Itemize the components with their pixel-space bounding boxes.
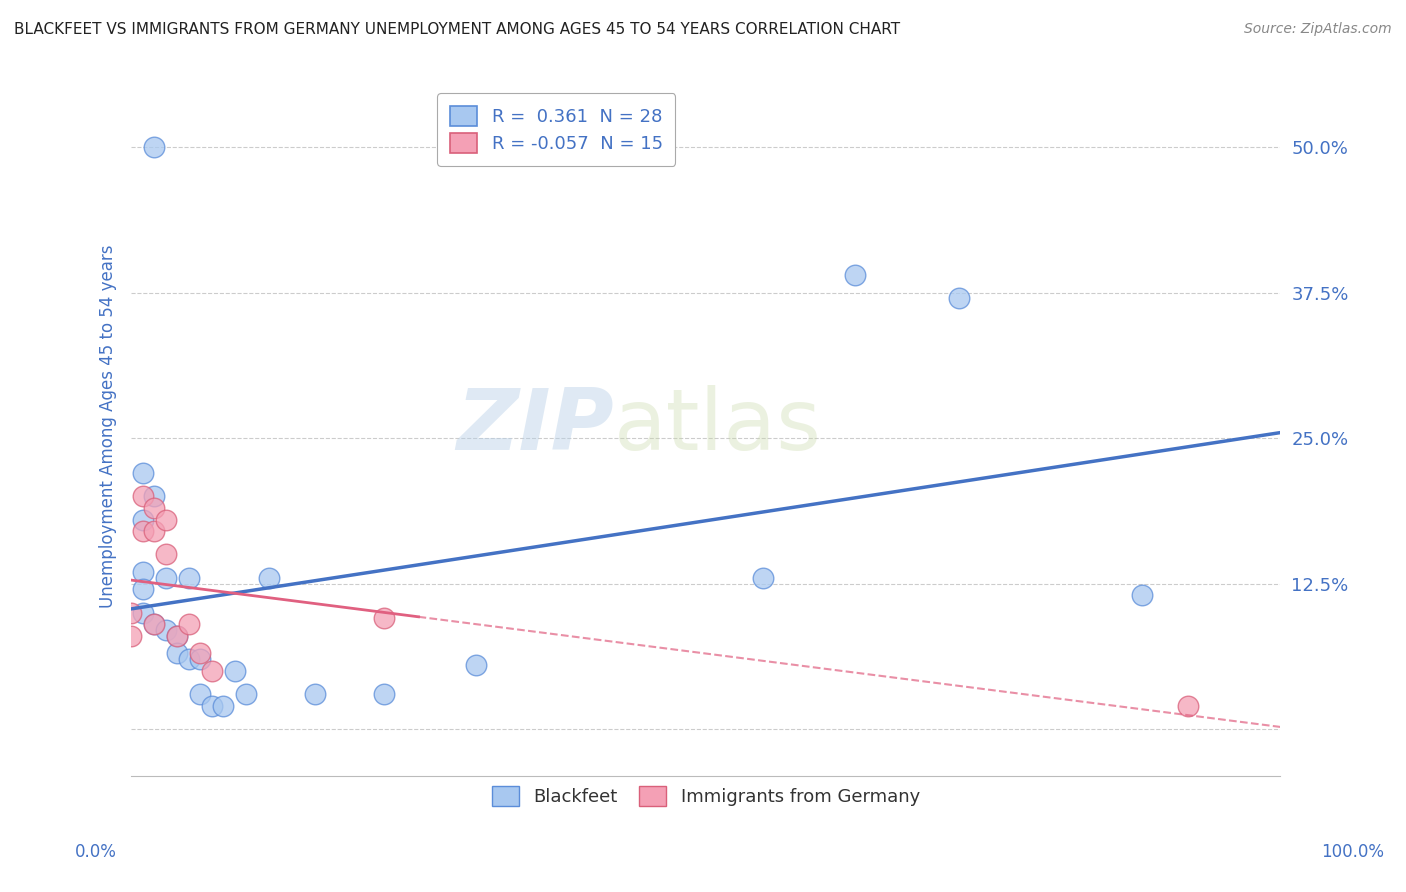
- Point: [188, 646, 211, 660]
- Point: [143, 617, 166, 632]
- Point: [177, 617, 200, 632]
- Point: [132, 606, 155, 620]
- Point: [304, 687, 326, 701]
- Point: [844, 268, 866, 283]
- Point: [465, 657, 488, 672]
- Text: BLACKFEET VS IMMIGRANTS FROM GERMANY UNEMPLOYMENT AMONG AGES 45 TO 54 YEARS CORR: BLACKFEET VS IMMIGRANTS FROM GERMANY UNE…: [14, 22, 900, 37]
- Point: [155, 571, 177, 585]
- Point: [201, 664, 224, 678]
- Point: [132, 466, 155, 480]
- Point: [166, 629, 188, 643]
- Point: [132, 565, 155, 579]
- Point: [1132, 588, 1154, 602]
- Point: [188, 652, 211, 666]
- Point: [155, 512, 177, 526]
- Point: [177, 652, 200, 666]
- Point: [143, 140, 166, 154]
- Legend: Blackfeet, Immigrants from Germany: Blackfeet, Immigrants from Germany: [482, 778, 929, 815]
- Point: [177, 571, 200, 585]
- Point: [224, 664, 246, 678]
- Point: [201, 698, 224, 713]
- Point: [235, 687, 257, 701]
- Point: [132, 582, 155, 597]
- Point: [120, 629, 142, 643]
- Point: [155, 548, 177, 562]
- Point: [1177, 698, 1199, 713]
- Point: [132, 524, 155, 538]
- Point: [752, 571, 775, 585]
- Point: [166, 646, 188, 660]
- Point: [188, 687, 211, 701]
- Point: [948, 292, 970, 306]
- Text: 100.0%: 100.0%: [1322, 843, 1384, 861]
- Point: [155, 623, 177, 637]
- Point: [143, 617, 166, 632]
- Text: atlas: atlas: [614, 385, 823, 468]
- Text: 0.0%: 0.0%: [75, 843, 117, 861]
- Point: [120, 606, 142, 620]
- Point: [143, 500, 166, 515]
- Point: [373, 611, 395, 625]
- Text: ZIP: ZIP: [456, 385, 614, 468]
- Point: [143, 524, 166, 538]
- Text: Source: ZipAtlas.com: Source: ZipAtlas.com: [1244, 22, 1392, 37]
- Point: [143, 489, 166, 503]
- Point: [212, 698, 235, 713]
- Point: [132, 512, 155, 526]
- Point: [373, 687, 395, 701]
- Point: [166, 629, 188, 643]
- Point: [257, 571, 280, 585]
- Point: [132, 489, 155, 503]
- Y-axis label: Unemployment Among Ages 45 to 54 years: Unemployment Among Ages 45 to 54 years: [100, 244, 117, 608]
